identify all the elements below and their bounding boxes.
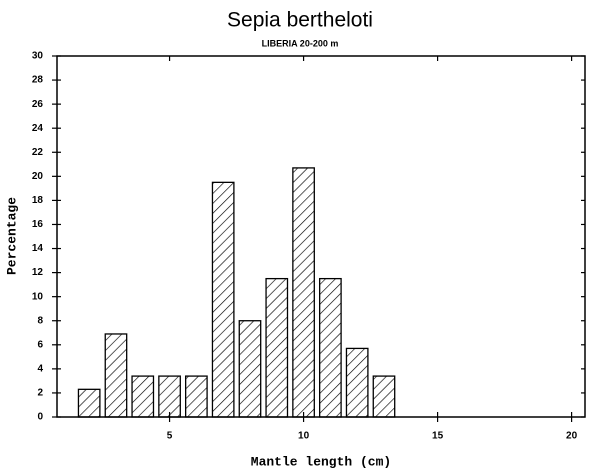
x-tick-label: 10 — [298, 431, 310, 442]
y-tick-label: 24 — [32, 123, 44, 134]
y-tick-label: 0 — [37, 412, 43, 423]
y-axis-label: Percentage — [4, 197, 19, 275]
bar — [292, 167, 315, 418]
y-tick-label: 22 — [32, 147, 44, 158]
y-tick-label: 16 — [32, 219, 44, 230]
x-tick-label: 20 — [566, 431, 578, 442]
y-tick-label: 4 — [37, 364, 43, 375]
y-tick-label: 18 — [32, 195, 44, 206]
y-tick-label: 26 — [32, 99, 44, 110]
x-tick-label: 5 — [167, 431, 173, 442]
bar — [345, 347, 369, 418]
y-tick-label: 6 — [37, 339, 43, 350]
chart-subtitle: LIBERIA 20-200 m — [262, 38, 339, 48]
bar — [319, 277, 342, 418]
y-tick-label: 10 — [32, 291, 44, 302]
chart-title: Sepia bertheloti — [227, 9, 373, 32]
y-tick-label: 28 — [32, 75, 44, 86]
y-tick-label: 2 — [37, 388, 43, 399]
y-tick-label: 14 — [32, 243, 44, 254]
bar — [77, 388, 101, 418]
x-axis-label: Mantle length (cm) — [251, 454, 391, 469]
y-tick-label: 12 — [32, 267, 44, 278]
bar — [158, 375, 181, 418]
bar — [238, 320, 262, 418]
bar — [104, 333, 128, 418]
bar — [131, 375, 155, 418]
y-tick-label: 8 — [37, 315, 43, 326]
bar — [211, 181, 235, 418]
bar — [265, 277, 289, 418]
y-tick-label: 30 — [32, 51, 44, 62]
bar — [184, 375, 208, 418]
bar — [372, 375, 396, 418]
x-tick-label: 15 — [432, 431, 444, 442]
y-tick-label: 20 — [32, 171, 44, 182]
